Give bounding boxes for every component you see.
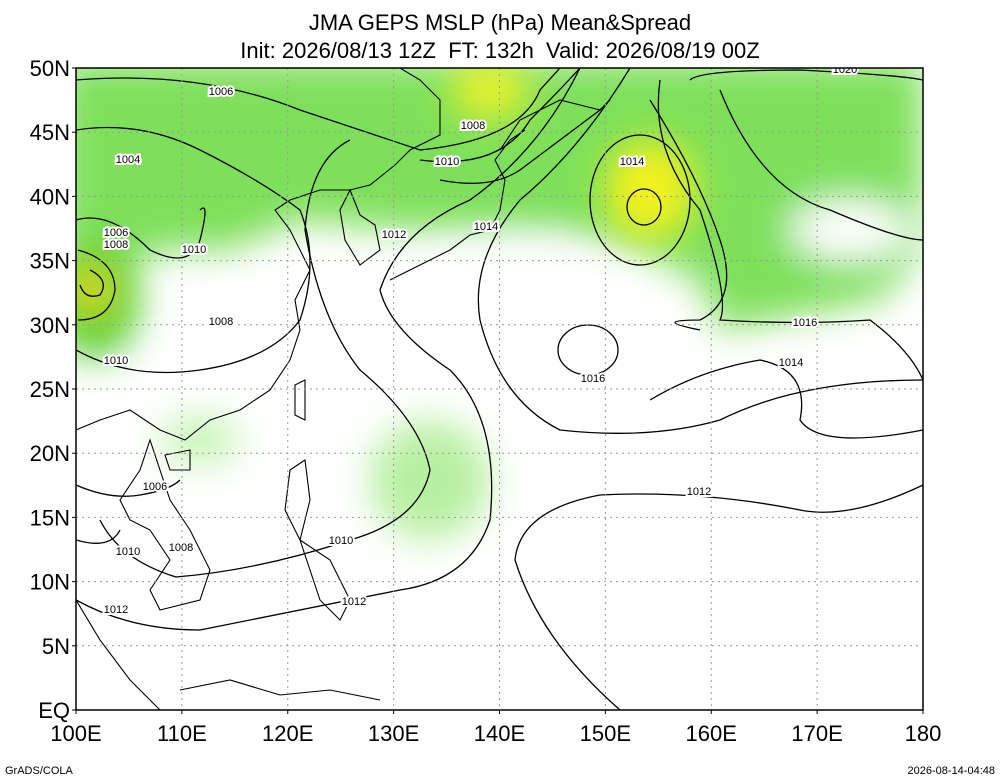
contour-label: 1014	[474, 221, 498, 233]
contour-label: 1010	[329, 535, 353, 547]
lat-label: 45N	[30, 120, 70, 145]
lat-label: 5N	[42, 634, 70, 659]
contour-label: 1008	[461, 120, 485, 132]
contour-label: 1006	[104, 227, 128, 239]
contour-label: 1010	[182, 244, 206, 256]
lat-label: 50N	[30, 56, 70, 81]
footer-left: GrADS/COLA	[5, 765, 74, 777]
coastlines	[76, 68, 601, 710]
contour-label: 1006	[143, 481, 167, 493]
lat-label: 10N	[30, 570, 70, 595]
contour-label: 1010	[104, 355, 128, 367]
contour-label: 1010	[435, 156, 459, 168]
contour-label: 1014	[620, 156, 644, 168]
contour-label: 1012	[382, 229, 406, 241]
contour-label: 1008	[209, 316, 233, 328]
lat-label: 35N	[30, 249, 70, 274]
lat-label: 30N	[30, 313, 70, 338]
contour-label: 1004	[116, 154, 140, 166]
lon-label: 160E	[686, 721, 737, 746]
title-line1: JMA GEPS MSLP (hPa) Mean&Spread	[309, 10, 691, 35]
title-line2: Init: 2026/08/13 12Z FT: 132h Valid: 202…	[240, 38, 759, 63]
contour-label: 1012	[687, 486, 711, 498]
footer-right: 2026-08-14-04:48	[908, 765, 995, 777]
contour-label: 1014	[779, 357, 803, 369]
contour-label: 1006	[209, 86, 233, 98]
lat-label: 40N	[30, 184, 70, 209]
contour-label: 1010	[116, 546, 140, 558]
contour-label: 1012	[104, 604, 128, 616]
lat-label: 20N	[30, 441, 70, 466]
map-area: 1006 1008 1004 1010 1014 1014 1012 1006 …	[76, 64, 923, 710]
lon-label: 100E	[50, 721, 101, 746]
lat-label: 15N	[30, 505, 70, 530]
lon-label: 180	[905, 721, 942, 746]
lon-label: 110E	[157, 721, 207, 746]
lon-label: 130E	[368, 721, 419, 746]
lon-label: 120E	[262, 721, 313, 746]
contour-label: 1016	[793, 317, 817, 329]
contour-label: 1008	[169, 542, 193, 554]
contour-label: 1016	[581, 373, 605, 385]
contour-label: 1008	[104, 239, 128, 251]
graticule	[76, 68, 923, 710]
contour-labels: 1006 1008 1004 1010 1014 1014 1012 1006 …	[102, 64, 859, 618]
lon-label: 170E	[791, 721, 842, 746]
lon-label: 150E	[580, 721, 631, 746]
contour-label: 1020	[833, 64, 857, 76]
contour-label: 1012	[342, 596, 366, 608]
lat-label: 25N	[30, 377, 70, 402]
spread-shading	[76, 68, 923, 540]
lon-label: 140E	[474, 721, 525, 746]
lat-label: EQ	[38, 698, 70, 723]
